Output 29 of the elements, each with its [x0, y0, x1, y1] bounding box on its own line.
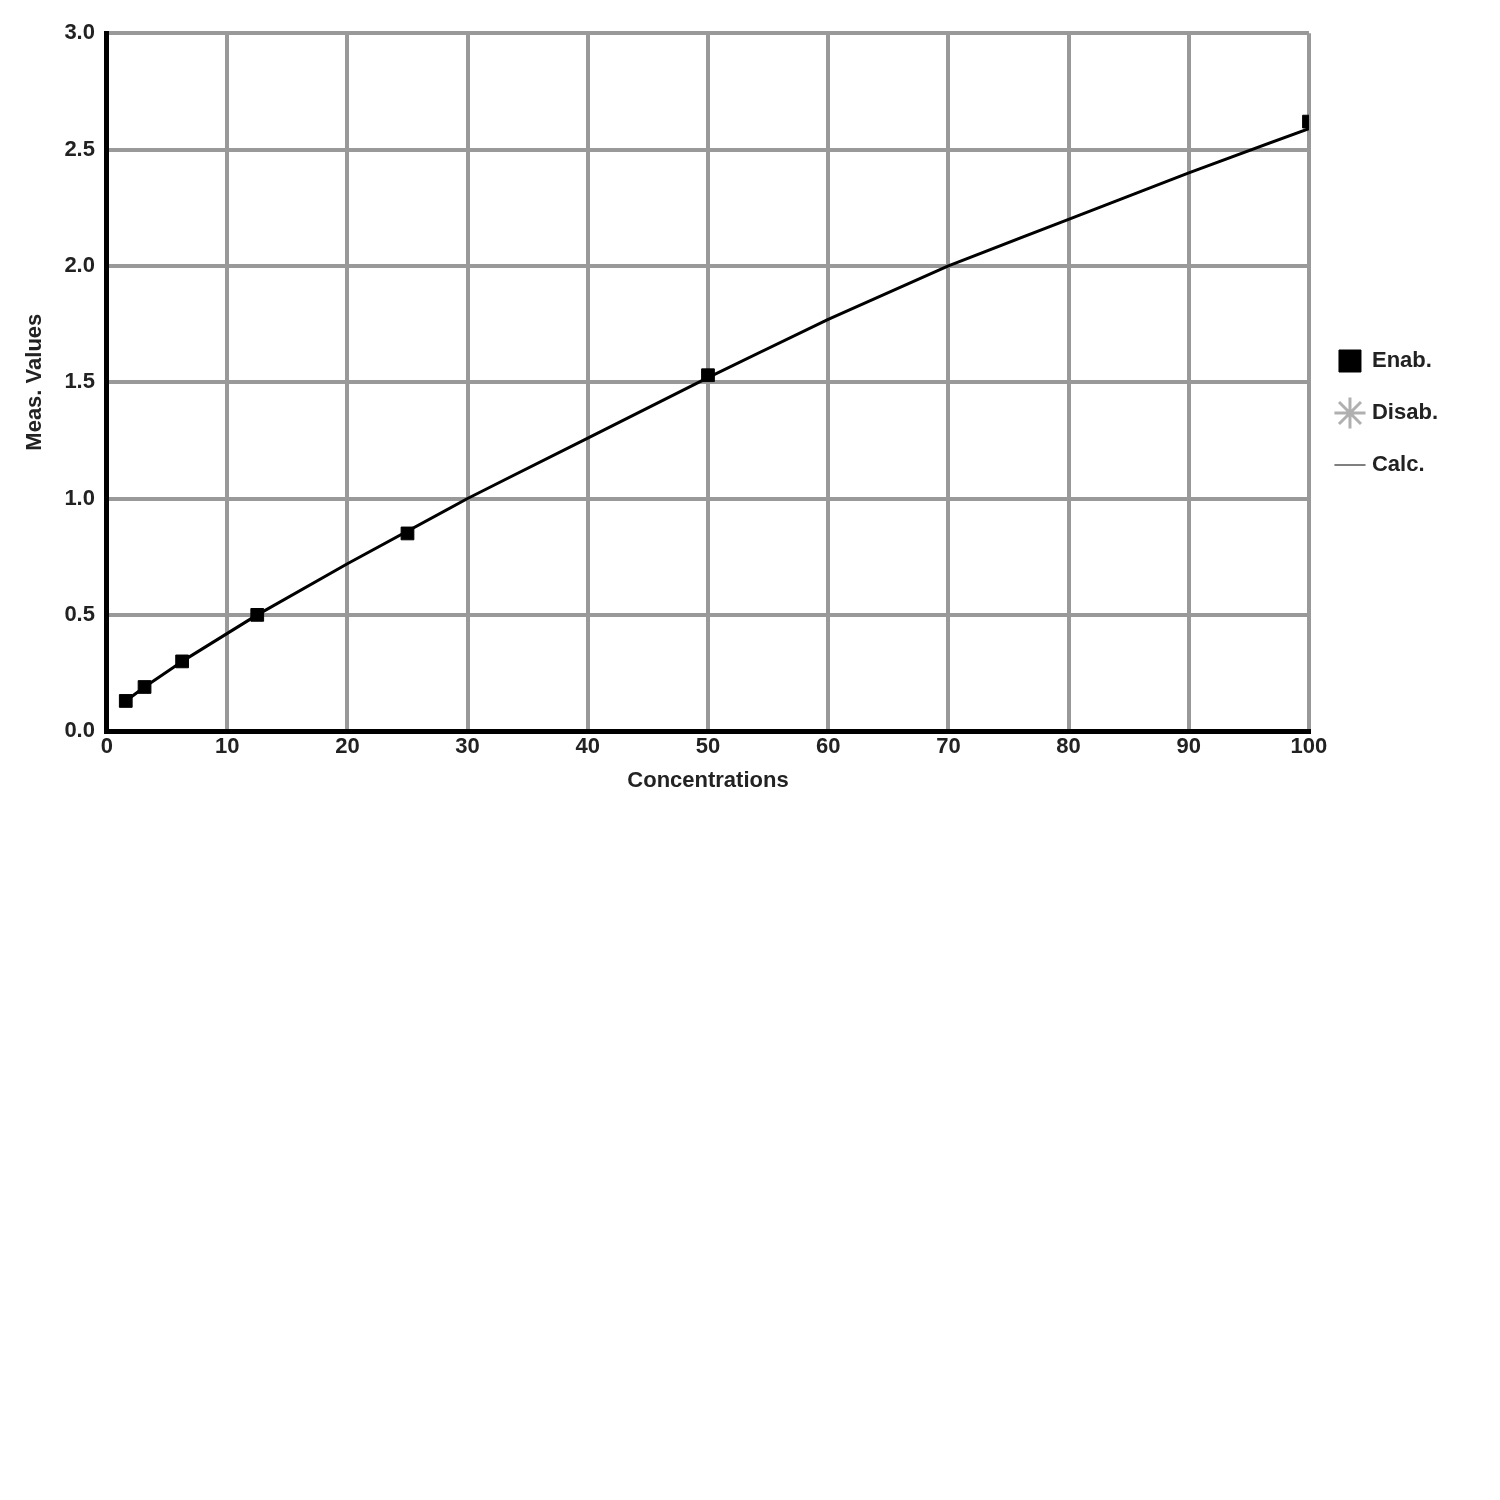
- x-tick-label: 30: [455, 733, 480, 759]
- x-axis-title: Concentrations: [627, 766, 789, 792]
- legend-label: Calc.: [1371, 451, 1425, 477]
- x-tick-label: 10: [214, 733, 240, 759]
- point: [175, 654, 189, 669]
- point: [701, 368, 715, 383]
- point: [118, 694, 133, 708]
- y-tick-label: 0.0: [64, 717, 95, 743]
- legend-label: Disab.: [1371, 399, 1439, 425]
- x-tick-label: 70: [936, 733, 961, 759]
- x-tick-label: 80: [1056, 733, 1081, 759]
- x-tick-label: 90: [1176, 733, 1202, 759]
- y-tick-label: 2.0: [64, 251, 95, 277]
- x-tick-label: 20: [335, 733, 360, 759]
- legend-label: Enab.: [1371, 347, 1432, 373]
- point: [250, 608, 265, 622]
- y-tick-label: 0.5: [64, 600, 95, 626]
- y-tick-label: 3.0: [64, 19, 95, 45]
- x-tick-label: 40: [575, 733, 601, 759]
- x-tick-label: 0: [100, 733, 114, 759]
- point: [137, 680, 152, 694]
- y-tick-label: 2.5: [64, 135, 95, 161]
- x-tick-label: 100: [1290, 733, 1328, 759]
- point: [400, 526, 415, 541]
- y-tick-label: 1.5: [64, 368, 95, 394]
- y-tick-label: 1.0: [64, 484, 95, 510]
- y-axis-title: Meas. Values: [21, 313, 47, 451]
- x-tick-label: 50: [695, 733, 721, 759]
- x-tick-label: 60: [815, 733, 841, 759]
